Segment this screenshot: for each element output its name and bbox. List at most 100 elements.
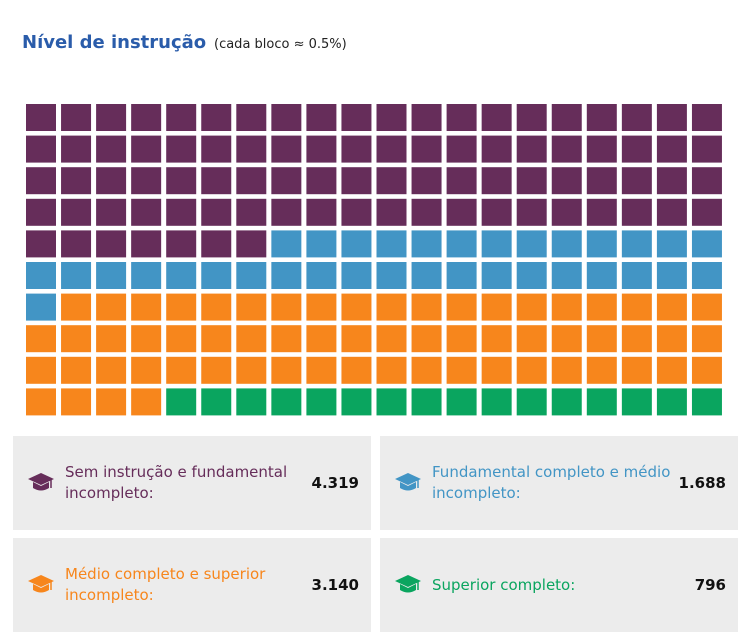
waffle-block — [516, 230, 547, 258]
legend-item: Sem instrução e fundamental incompleto: 4… — [13, 436, 371, 530]
waffle-block — [621, 167, 652, 195]
waffle-block — [656, 356, 687, 384]
waffle-block — [376, 167, 407, 195]
cap-top — [395, 473, 421, 485]
waffle-block — [481, 293, 512, 321]
waffle-block — [166, 388, 197, 416]
waffle-block — [26, 293, 56, 321]
waffle-block — [481, 230, 512, 258]
waffle-block — [236, 198, 267, 226]
waffle-block — [551, 104, 582, 131]
waffle-block — [166, 135, 197, 163]
waffle-block — [481, 262, 512, 289]
waffle-block — [481, 388, 512, 416]
chart-subtitle: (cada bloco ≈ 0.5%) — [214, 37, 347, 52]
waffle-block — [481, 356, 512, 384]
waffle-block — [26, 198, 56, 226]
waffle-block — [96, 325, 127, 353]
waffle-block — [691, 388, 722, 416]
waffle-block — [446, 388, 477, 416]
waffle-block — [656, 262, 687, 289]
waffle-block — [61, 104, 92, 131]
legend-value: 4.319 — [311, 474, 359, 492]
waffle-block — [341, 167, 372, 195]
cap-base — [400, 584, 416, 593]
waffle-block — [131, 262, 162, 289]
waffle-block — [376, 198, 407, 226]
cap-top — [28, 473, 54, 485]
waffle-block — [61, 198, 92, 226]
waffle-block — [271, 325, 302, 353]
waffle-block — [236, 167, 267, 195]
waffle-block — [551, 198, 582, 226]
waffle-block — [26, 104, 56, 131]
waffle-block — [96, 167, 127, 195]
waffle-block — [656, 135, 687, 163]
waffle-block — [166, 356, 197, 384]
waffle-block — [236, 262, 267, 289]
waffle-block — [621, 293, 652, 321]
waffle-block — [586, 325, 617, 353]
waffle-block — [691, 230, 722, 258]
chart-title: Nível de instrução — [22, 32, 207, 53]
waffle-block — [166, 293, 197, 321]
waffle-block — [586, 356, 617, 384]
legend-label: Superior completo: — [432, 575, 576, 594]
waffle-block — [411, 325, 442, 353]
waffle-block — [621, 356, 652, 384]
waffle-block — [586, 262, 617, 289]
waffle-block — [341, 262, 372, 289]
waffle-block — [61, 167, 92, 195]
waffle-block — [516, 104, 547, 131]
waffle-block — [446, 198, 477, 226]
waffle-block — [376, 388, 407, 416]
waffle-block — [621, 325, 652, 353]
waffle-block — [61, 388, 92, 416]
waffle-block — [656, 198, 687, 226]
waffle-block — [411, 230, 442, 258]
waffle-block — [516, 262, 547, 289]
waffle-block — [586, 135, 617, 163]
waffle-block — [306, 135, 337, 163]
waffle-block — [306, 293, 337, 321]
waffle-block — [691, 104, 722, 131]
waffle-block — [446, 167, 477, 195]
waffle-block — [131, 293, 162, 321]
cap-icon — [395, 575, 421, 593]
waffle-block — [306, 356, 337, 384]
waffle-block — [341, 293, 372, 321]
waffle-block — [341, 230, 372, 258]
waffle-block — [621, 230, 652, 258]
waffle-block — [446, 262, 477, 289]
waffle-block — [341, 104, 372, 131]
waffle-block — [166, 262, 197, 289]
waffle-block — [96, 388, 127, 416]
waffle-block — [96, 356, 127, 384]
waffle-block — [131, 135, 162, 163]
waffle-block — [446, 135, 477, 163]
waffle-block — [621, 198, 652, 226]
waffle-block — [586, 293, 617, 321]
waffle-block — [691, 356, 722, 384]
waffle-block — [411, 198, 442, 226]
waffle-block — [516, 198, 547, 226]
waffle-block — [236, 293, 267, 321]
waffle-block — [271, 104, 302, 131]
waffle-block — [656, 293, 687, 321]
waffle-block — [481, 198, 512, 226]
waffle-block — [551, 388, 582, 416]
waffle-block — [341, 325, 372, 353]
waffle-block — [306, 167, 337, 195]
waffle-block — [166, 325, 197, 353]
waffle-block — [621, 262, 652, 289]
waffle-block — [96, 135, 127, 163]
waffle-block — [376, 325, 407, 353]
waffle-block — [236, 356, 267, 384]
waffle-block — [411, 356, 442, 384]
waffle-block — [201, 167, 232, 195]
cap-top — [28, 575, 54, 587]
legend-item: Médio completo e superior incompleto: 3.1… — [13, 538, 371, 632]
waffle-block — [306, 388, 337, 416]
waffle-block — [621, 135, 652, 163]
waffle-block — [271, 230, 302, 258]
